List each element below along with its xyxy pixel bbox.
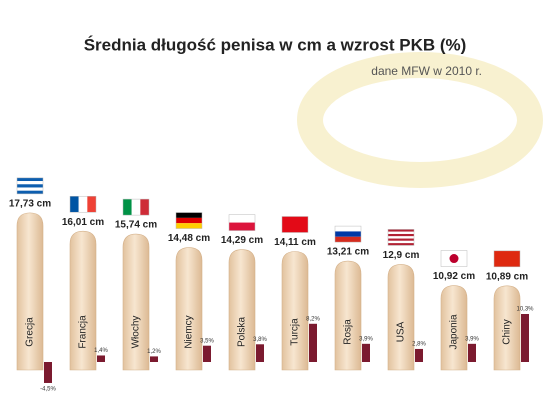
flag-border xyxy=(69,195,97,213)
flag-stripe xyxy=(17,181,43,185)
flag-stripe xyxy=(17,177,43,182)
length-column xyxy=(493,285,521,371)
category-label: USA xyxy=(396,321,407,342)
flag-border xyxy=(440,250,468,267)
length-column xyxy=(122,233,150,371)
flag-stripe xyxy=(17,184,43,188)
length-column xyxy=(16,212,44,371)
length-column xyxy=(69,230,97,371)
gdp-bar xyxy=(468,343,476,362)
length-label: 17,73 cm xyxy=(9,199,51,210)
gdp-label: 1,4% xyxy=(94,348,108,354)
gdp-label: 3,9% xyxy=(465,336,479,342)
category-label: Francja xyxy=(78,315,89,349)
flag-stripe xyxy=(131,199,141,216)
flag-stripe xyxy=(87,196,96,213)
flag-border xyxy=(493,250,521,268)
category-label: Turcja xyxy=(290,318,301,346)
gdp-bar xyxy=(309,323,317,362)
background-tape xyxy=(297,52,543,188)
category-label: Chiny xyxy=(502,319,513,345)
length-label: 10,92 cm xyxy=(433,271,475,282)
gdp-label: 10,3% xyxy=(516,307,534,313)
length-label: 13,21 cm xyxy=(327,247,369,258)
category-label: Grecja xyxy=(25,317,36,347)
flag-stripe xyxy=(388,233,414,237)
flag-stripe xyxy=(176,217,202,224)
gdp-label: 8,2% xyxy=(306,316,320,322)
length-column xyxy=(440,285,468,371)
gdp-label: 3,9% xyxy=(359,336,373,342)
category-label: Japonia xyxy=(449,314,460,349)
flag-stripe xyxy=(78,196,88,213)
gdp-bar xyxy=(362,343,370,362)
length-column xyxy=(387,264,415,371)
length-column xyxy=(334,260,362,371)
flag-border xyxy=(175,212,203,229)
flag-stripe xyxy=(388,243,414,246)
gdp-label: 3,5% xyxy=(200,338,214,344)
chart-title: Średnia długość penisa w cm a wzrost PKB… xyxy=(84,35,467,54)
category-label: Polska xyxy=(237,317,248,347)
flag-border xyxy=(228,214,256,231)
flag-stripe xyxy=(335,226,361,232)
length-label: 15,74 cm xyxy=(115,220,157,231)
flag-stripe xyxy=(17,187,43,191)
gdp-bar xyxy=(44,362,52,383)
gdp-bar xyxy=(150,356,158,362)
flag-stripe xyxy=(282,216,308,233)
gdp-bar xyxy=(521,314,529,362)
flag-stripe xyxy=(176,223,202,229)
flag-stripe xyxy=(70,196,79,213)
flag-stripe xyxy=(229,214,255,223)
gdp-label: 2,8% xyxy=(412,342,426,348)
flag-stripe xyxy=(388,238,414,241)
flag-border xyxy=(334,225,362,243)
gdp-bar xyxy=(415,348,423,362)
category-label: Rosja xyxy=(343,319,354,345)
length-label: 16,01 cm xyxy=(62,217,104,228)
gdp-bar xyxy=(97,355,105,362)
flag-border xyxy=(122,198,150,216)
flag-stripe xyxy=(176,212,202,218)
length-column xyxy=(281,251,309,371)
category-label: Włochy xyxy=(131,316,142,349)
length-label: 14,11 cm xyxy=(274,237,316,248)
flag-stripe xyxy=(229,222,255,231)
length-column xyxy=(228,249,256,371)
gdp-label: -4,5% xyxy=(40,387,56,393)
gdp-label: 1,2% xyxy=(147,349,161,355)
flag-stripe xyxy=(388,231,414,234)
flag-stripe xyxy=(17,190,43,194)
flag-stripe xyxy=(494,250,520,267)
length-label: 14,29 cm xyxy=(221,235,263,246)
flag-border xyxy=(281,216,309,233)
length-label: 12,9 cm xyxy=(383,250,420,261)
length-label: 14,48 cm xyxy=(168,233,210,244)
flag-stripe xyxy=(140,199,149,216)
flag-stripe xyxy=(123,199,132,216)
flag-stripe xyxy=(388,229,414,232)
flag-border xyxy=(387,229,415,246)
flag-border xyxy=(16,177,44,195)
length-column xyxy=(175,247,203,371)
flag-stripe xyxy=(335,236,361,243)
gdp-bar xyxy=(256,344,264,362)
chart-subtitle: dane MFW w 2010 r. xyxy=(371,64,482,78)
length-label: 10,89 cm xyxy=(486,271,528,282)
gdp-bar xyxy=(203,345,211,362)
flag-stripe xyxy=(388,236,414,239)
flag-sun xyxy=(449,254,459,264)
category-label: Niemcy xyxy=(184,315,195,348)
flag-stripe xyxy=(335,231,361,237)
gdp-label: 3,8% xyxy=(253,337,267,343)
flag-stripe xyxy=(388,240,414,244)
